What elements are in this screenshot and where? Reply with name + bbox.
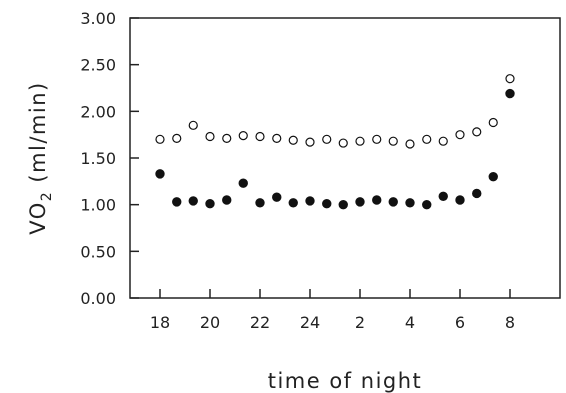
open-circle-point (172, 133, 182, 143)
filled-circle-point (288, 198, 298, 208)
x-tick-label: 6 (455, 313, 465, 332)
x-tick-label: 22 (250, 313, 270, 332)
open-circle-point (422, 134, 432, 144)
x-tick-label: 8 (505, 313, 515, 332)
x-tick-label: 4 (405, 313, 415, 332)
filled-circle-point (338, 199, 348, 210)
plot-frame (129, 17, 561, 299)
filled-circle-point (172, 197, 182, 207)
open-circle-point (505, 74, 515, 84)
y-axis: 0.00 0.50 1.00 1.50 2.00 2.50 3.00 (80, 9, 139, 308)
filled-circle-point (505, 88, 515, 99)
filled-circle-point (438, 191, 448, 201)
open-circle-point (372, 134, 382, 144)
y-tick-label: 3.00 (80, 9, 116, 28)
x-axis-label: time of night (268, 369, 423, 393)
filled-circle-point (372, 195, 382, 205)
open-circle-point (472, 127, 482, 137)
open-circle-point (188, 120, 198, 130)
open-circle-point (155, 134, 165, 144)
x-tick-label: 18 (150, 313, 170, 332)
y-axis-label-subscript: 2 (39, 191, 55, 201)
filled-circle-point (322, 199, 332, 209)
filled-circle-point (255, 198, 265, 208)
open-circle-point (255, 131, 265, 142)
filled-circle-point (422, 199, 432, 210)
filled-circle-point (455, 195, 465, 205)
y-tick-label: 0.00 (80, 289, 116, 308)
open-circle-point (238, 131, 248, 141)
x-axis: 18 20 22 24 2 4 6 8 (150, 289, 515, 332)
open-circle-point (305, 137, 315, 147)
open-circle-point (272, 133, 282, 143)
filled-circle-point (205, 199, 215, 209)
filled-circle-point (222, 195, 232, 205)
y-axis-label-unit: (ml/min) (26, 81, 50, 191)
y-tick-label: 0.50 (80, 242, 116, 261)
open-circle-point (438, 136, 448, 146)
filled-circle-point (388, 197, 398, 207)
open-circle-point (205, 131, 215, 142)
y-axis-label-base: VO (26, 201, 50, 235)
open-circle-point (488, 117, 498, 128)
open-circle-point (355, 136, 365, 146)
open-circle-point (405, 139, 415, 149)
filled-circle-point (238, 178, 248, 188)
filled-circle-point (272, 192, 282, 202)
open-circle-point (322, 134, 332, 144)
y-tick-label: 2.00 (80, 102, 116, 121)
filled-circle-point (305, 196, 315, 206)
open-circle-point (338, 138, 348, 148)
y-axis-label: VO2 (ml/min) (26, 81, 55, 234)
x-tick-label: 24 (300, 313, 320, 332)
filled-circle-point (155, 169, 165, 179)
filled-circle-point (405, 198, 415, 208)
open-circle-point (455, 130, 465, 140)
y-tick-label: 2.50 (80, 56, 116, 75)
open-circle-point (222, 133, 232, 143)
filled-circle-point (355, 197, 365, 207)
filled-circle-point (488, 171, 498, 182)
data-points (155, 74, 515, 210)
open-circle-point (288, 135, 298, 145)
filled-circle-point (472, 188, 482, 199)
x-tick-label: 2 (355, 313, 365, 332)
y-tick-label: 1.50 (80, 149, 116, 168)
x-tick-label: 20 (200, 313, 220, 332)
open-circle-point (388, 136, 398, 146)
filled-circle-point (188, 196, 198, 206)
y-tick-label: 1.00 (80, 196, 116, 215)
